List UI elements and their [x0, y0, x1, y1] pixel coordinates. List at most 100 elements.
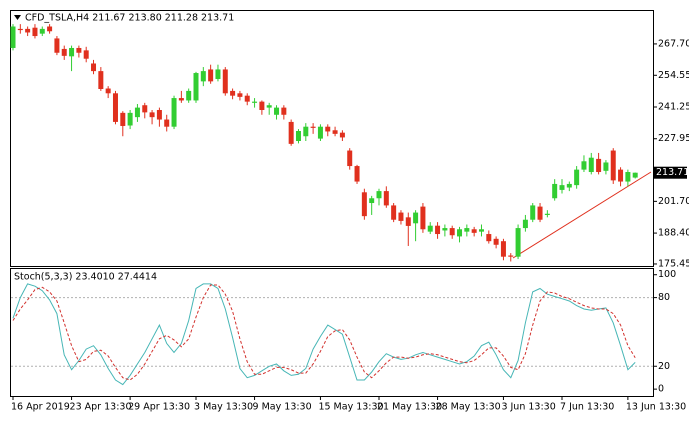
- candle-body: [112, 93, 118, 122]
- candle-body: [464, 228, 470, 232]
- candle-body: [596, 158, 602, 173]
- last-price-label: 213.71: [656, 167, 689, 178]
- candle-body: [515, 228, 521, 257]
- candle-body: [303, 126, 309, 137]
- candle-body: [435, 225, 441, 235]
- candle-body: [544, 213, 550, 215]
- candle-body: [405, 217, 411, 226]
- y-tick-label: 201.70: [658, 196, 689, 207]
- candle-body: [508, 255, 514, 257]
- candle-body: [478, 229, 484, 232]
- candle-body: [105, 88, 111, 94]
- candle-body: [149, 112, 155, 118]
- x-tick-label: 9 May 13:30: [253, 402, 312, 413]
- candle-body: [610, 150, 616, 181]
- candle-body: [244, 95, 250, 102]
- x-tick-label: 3 May 13:30: [194, 402, 253, 413]
- candle-body: [98, 71, 104, 90]
- candle-body: [361, 192, 367, 217]
- candle-body: [91, 63, 97, 72]
- candle-body: [391, 205, 397, 220]
- x-tick-label: 29 Apr 13:30: [128, 402, 190, 413]
- last-price-box: [653, 166, 687, 179]
- candle-body: [215, 69, 221, 79]
- candle-body: [603, 162, 609, 171]
- candle-body: [61, 48, 67, 56]
- candle-body: [47, 26, 53, 32]
- candle-body: [449, 228, 455, 236]
- stoch-line: [12, 284, 636, 381]
- candle-body: [134, 107, 140, 118]
- candle-body: [347, 150, 353, 167]
- candle-body: [559, 185, 565, 190]
- candle-body: [25, 28, 31, 33]
- candle-body: [486, 234, 492, 242]
- candle-body: [618, 169, 624, 182]
- candle-body: [127, 112, 133, 126]
- y-tick-label: 254.55: [658, 70, 689, 81]
- candle-body: [574, 169, 580, 186]
- candle-body: [266, 105, 272, 108]
- y-tick-label: 241.25: [658, 102, 689, 113]
- candle-body: [54, 38, 60, 53]
- candle-body: [156, 109, 162, 120]
- stoch-line: [12, 283, 636, 386]
- candle-body: [442, 228, 448, 231]
- x-tick-label: 23 Apr 13:30: [70, 402, 132, 413]
- x-tick-label: 3 Jun 13:30: [501, 402, 555, 413]
- y-tick-label: 188.40: [658, 228, 689, 239]
- candle-body: [69, 47, 75, 57]
- y-tick-label: 267.70: [658, 38, 689, 49]
- y-tick-label: 80: [658, 292, 670, 303]
- candle-body: [295, 130, 301, 142]
- candle-body: [252, 101, 258, 103]
- y-tick-label: 100: [658, 269, 676, 280]
- candle-body: [427, 225, 433, 232]
- candle-body: [193, 73, 199, 101]
- candle-body: [310, 126, 316, 128]
- candle-body: [259, 101, 265, 110]
- candle-body: [332, 130, 338, 134]
- x-tick-label: 28 May 13:30: [436, 402, 501, 413]
- candle-body: [581, 161, 587, 170]
- x-tick-label: 21 May 13:30: [377, 402, 442, 413]
- candle-body: [171, 98, 177, 127]
- candle-body: [522, 219, 528, 229]
- candle-body: [566, 183, 572, 188]
- candle-body: [369, 198, 375, 204]
- candle-body: [420, 206, 426, 230]
- candle-body: [625, 172, 631, 182]
- stoch-title: Stoch(5,3,3) 23.4010 27.4414: [14, 272, 157, 283]
- y-tick-label: 0: [658, 384, 664, 395]
- y-tick-label: 20: [658, 361, 670, 372]
- y-tick-label: 227.95: [658, 133, 689, 144]
- candle-body: [32, 27, 38, 37]
- candle-body: [186, 90, 192, 101]
- candle-body: [632, 172, 638, 178]
- candle-body: [208, 69, 214, 82]
- candle-body: [237, 93, 243, 97]
- candle-body: [178, 98, 184, 101]
- candle-body: [376, 191, 382, 199]
- candle-body: [471, 229, 477, 233]
- candle-body: [530, 205, 536, 220]
- candle-body: [142, 105, 148, 113]
- candle-body: [274, 107, 280, 115]
- candle-body: [10, 26, 16, 48]
- candle-body: [339, 132, 345, 138]
- candle-body: [222, 69, 228, 94]
- candle-body: [120, 112, 126, 126]
- candle-body: [288, 121, 294, 144]
- candle-body: [200, 71, 206, 82]
- candle-body: [457, 229, 463, 237]
- candle-body: [413, 212, 419, 224]
- candle-body: [537, 206, 543, 220]
- candle-body: [17, 28, 23, 31]
- candle-body: [354, 166, 360, 182]
- candle-body: [164, 119, 170, 127]
- candle-body: [398, 212, 404, 221]
- x-tick-label: 13 Jun 13:30: [626, 402, 686, 413]
- candle-body: [325, 126, 331, 132]
- x-tick-label: 15 May 13:30: [318, 402, 383, 413]
